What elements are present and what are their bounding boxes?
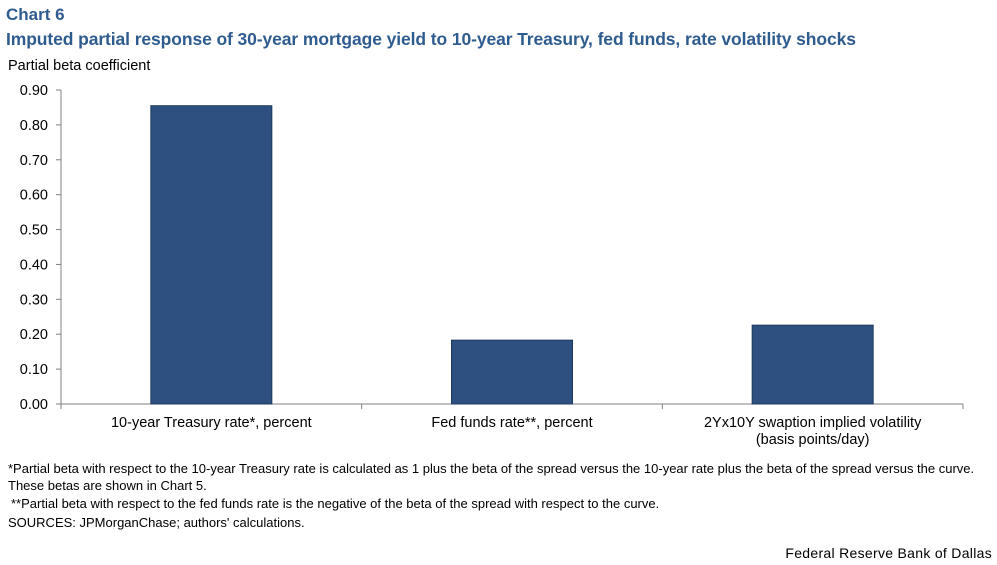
y-axis-label: Partial beta coefficient xyxy=(8,58,151,74)
chart-number: Chart 6 xyxy=(6,5,65,24)
x-category-label: Fed funds rate**, percent xyxy=(431,415,592,431)
footnote-treasury: *Partial beta with respect to the 10-yea… xyxy=(8,461,975,493)
y-tick-label: 0.10 xyxy=(20,362,48,378)
y-tick-label: 0.70 xyxy=(20,153,48,169)
y-tick-label: 0.30 xyxy=(20,292,48,308)
footnote-fed-funds: **Partial beta with respect to the fed f… xyxy=(11,496,660,511)
x-category-label: (basis points/day) xyxy=(756,432,870,448)
y-tick-label: 0.80 xyxy=(20,118,48,134)
bar xyxy=(150,105,273,405)
y-tick-label: 0.00 xyxy=(20,397,48,413)
chart-title: Imputed partial response of 30-year mort… xyxy=(6,29,856,49)
x-category-label: 10-year Treasury rate*, percent xyxy=(111,415,312,431)
y-tick-label: 0.20 xyxy=(20,327,48,343)
y-axis: 0.00 0.10 0.20 0.30 0.40 0.50 0.60 0.70 0.80 0.90 xyxy=(20,83,62,413)
y-tick-label: 0.50 xyxy=(20,223,48,239)
x-axis: 10-year Treasury rate*, percent Fed funds… xyxy=(60,403,964,448)
y-tick-label: 0.40 xyxy=(20,257,48,273)
bar xyxy=(751,324,874,405)
y-tick-label: 0.60 xyxy=(20,188,48,204)
credit-line: Federal Reserve Bank of Dallas xyxy=(785,545,992,561)
footnotes: *Partial beta with respect to the 10-yea… xyxy=(8,461,993,531)
bar xyxy=(451,339,573,405)
bar-chart: 0.00 0.10 0.20 0.30 0.40 0.50 0.60 0.70 0.80 0.90… xyxy=(20,83,964,448)
y-tick-label: 0.90 xyxy=(20,83,48,99)
bars xyxy=(150,105,874,405)
x-category-label: 2Yx10Y swaption implied volatility xyxy=(704,415,922,431)
sources-note: SOURCES: JPMorganChase; authors' calcula… xyxy=(8,514,305,530)
